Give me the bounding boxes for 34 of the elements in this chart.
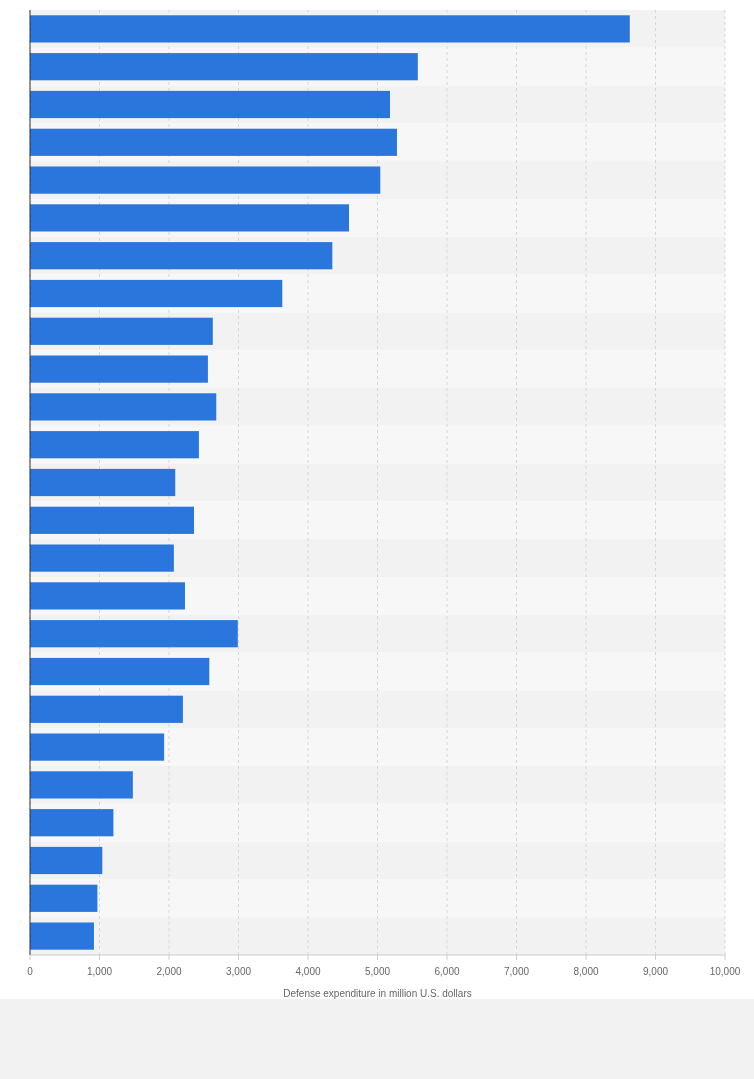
x-tick-label: 8,000 <box>573 966 599 977</box>
bar <box>30 393 217 421</box>
bar <box>30 317 213 345</box>
x-tick-label: 7,000 <box>503 966 530 977</box>
bar <box>30 846 103 875</box>
x-tick-label: 6,000 <box>434 966 460 977</box>
bar <box>30 128 397 156</box>
bar <box>30 506 195 534</box>
x-tick-label: 9,000 <box>642 966 669 977</box>
bar <box>30 166 381 194</box>
bar <box>30 431 199 459</box>
x-tick-label: 2,000 <box>156 966 182 977</box>
x-tick-label: 10,000 <box>709 966 741 977</box>
x-tick-label: 1,000 <box>86 966 113 977</box>
bar <box>30 771 133 799</box>
bar <box>30 53 418 81</box>
x-tick-label: 3,000 <box>225 966 252 977</box>
bar <box>30 620 238 648</box>
x-tick-label: 5,000 <box>364 966 391 977</box>
bar <box>30 695 183 723</box>
x-tick-label: 0 <box>27 966 34 977</box>
x-tick-label: 4,000 <box>295 966 321 977</box>
bar <box>30 468 176 497</box>
x-axis-title: Defense expenditure in million U.S. dollars <box>283 988 472 999</box>
bar <box>30 657 210 686</box>
bar <box>30 582 185 610</box>
bar <box>30 242 333 270</box>
bar <box>30 733 165 761</box>
bar <box>30 355 208 383</box>
bar <box>30 809 114 837</box>
bar <box>30 544 174 572</box>
bar <box>30 922 94 950</box>
bar <box>30 884 98 912</box>
bar <box>30 204 350 232</box>
